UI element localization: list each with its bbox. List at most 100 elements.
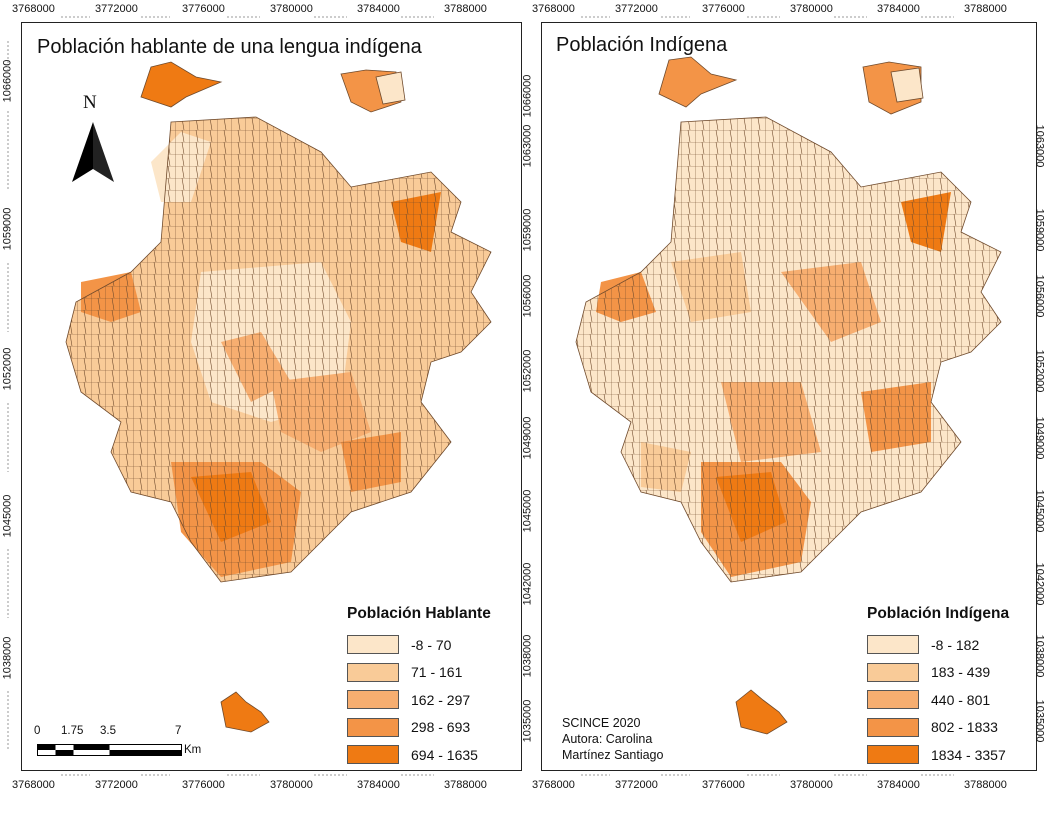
y-tick-label: 1042000: [1033, 562, 1046, 606]
scale-unit: Km: [184, 744, 202, 756]
y-tick-label: 1038000: [1033, 634, 1046, 678]
x-tick-label: 3776000: [182, 779, 225, 791]
north-arrow: N: [70, 92, 116, 187]
legend-label: -8 - 70: [411, 636, 452, 653]
legend-item: 162 - 297: [347, 686, 491, 714]
legend-title: Población Hablante: [347, 605, 491, 622]
y-tick-label: 1052000: [1, 347, 14, 391]
right-bottom-dots: [833, 773, 867, 777]
x-tick-label: 3788000: [444, 779, 487, 791]
scale-label: 7: [175, 725, 182, 737]
y-tick-label: 1035000: [521, 699, 534, 743]
legend-swatch: [347, 690, 399, 710]
y-tick-label: 1035000: [1033, 699, 1046, 743]
legend-item: 694 - 1635: [347, 741, 491, 769]
x-tick-label: 3788000: [444, 3, 487, 15]
y-tick-label: 1049000: [1033, 416, 1046, 460]
left-bottom-dots: [400, 773, 434, 777]
north-label: N: [83, 92, 97, 113]
right-map: [575, 56, 1002, 735]
x-tick-label: 3772000: [615, 779, 658, 791]
left-y-dots: [6, 40, 10, 70]
x-tick-label: 3788000: [964, 779, 1007, 791]
legend-swatch: [347, 745, 399, 765]
left-y-dots: [6, 402, 10, 472]
x-tick-label: 3784000: [357, 3, 400, 15]
north-arrow-icon: [72, 122, 114, 182]
x-tick-label: 3780000: [790, 3, 833, 15]
x-tick-label: 3768000: [532, 3, 575, 15]
credit-line: Martínez Santiago: [562, 748, 664, 762]
legend-swatch: [867, 745, 919, 765]
y-tick-label: 1045000: [521, 489, 534, 533]
legend-title: Población Indígena: [867, 605, 1010, 622]
legend-label: 440 - 801: [931, 691, 991, 708]
legend-item: 440 - 801: [867, 686, 1009, 714]
credit-line: SCINCE 2020: [562, 716, 641, 730]
right-bottom-dots: [660, 773, 690, 777]
right-bottom-dots: [920, 773, 954, 777]
left-y-dots: [6, 262, 10, 332]
y-tick-label: 1059000: [521, 208, 534, 252]
x-tick-label: 3776000: [182, 3, 225, 15]
left-map: [65, 61, 492, 733]
right-top-axis: 3768000 3772000 3776000 3780000 3784000 …: [520, 0, 1056, 20]
x-tick-label: 3772000: [95, 779, 138, 791]
scale-label: 3.5: [100, 725, 116, 737]
left-map-title: Población hablante de una lengua indígen…: [37, 36, 422, 58]
right-bottom-dots: [746, 773, 780, 777]
scale-label: 0: [34, 725, 41, 737]
scale-bar-graphic: [37, 744, 182, 756]
x-tick-label: 3768000: [12, 779, 55, 791]
left-bottom-axis: 3768000 3772000 3776000 3780000 3784000 …: [0, 779, 530, 799]
left-top-dots: [60, 15, 90, 19]
y-tick-label: 1045000: [1, 494, 14, 538]
legend-swatch: [867, 635, 919, 655]
left-bottom-dots: [313, 773, 347, 777]
y-tick-label: 1063000: [1033, 124, 1046, 168]
y-tick-label: 1056000: [1033, 274, 1046, 318]
north-outlier: [140, 61, 406, 113]
x-tick-label: 3784000: [357, 779, 400, 791]
credit-line: Autora: Carolina: [562, 732, 653, 746]
left-y-dots: [6, 110, 10, 190]
right-map-title: Población Indígena: [556, 34, 728, 56]
legend-label: 71 - 161: [411, 664, 463, 681]
legend-item: -8 - 70: [347, 631, 491, 659]
x-tick-label: 3768000: [12, 3, 55, 15]
legend-item: -8 - 182: [867, 631, 1009, 659]
legend-label: 802 - 1833: [931, 719, 998, 736]
south-outlier: [220, 691, 270, 733]
y-tick-label: 1045000: [1033, 489, 1046, 533]
x-tick-label: 3776000: [702, 779, 745, 791]
south-outlier: [735, 689, 788, 735]
right-top-dots: [833, 15, 867, 19]
y-tick-label: 1042000: [521, 562, 534, 606]
legend-swatch: [347, 662, 399, 682]
x-tick-label: 3780000: [270, 779, 313, 791]
x-tick-label: 3780000: [270, 3, 313, 15]
legend-label: 1834 - 3357: [931, 746, 1006, 763]
x-tick-label: 3784000: [877, 3, 920, 15]
right-bottom-axis: 3768000 3772000 3776000 3780000 3784000 …: [520, 779, 1056, 799]
x-tick-label: 3788000: [964, 3, 1007, 15]
legend-item: 802 - 1833: [867, 714, 1009, 742]
right-top-dots: [920, 15, 954, 19]
left-legend: Población Hablante -8 - 70 71 - 161 162 …: [347, 605, 491, 769]
legend-item: 71 - 161: [347, 659, 491, 687]
y-tick-label: 1059000: [1033, 208, 1046, 252]
left-bottom-dots: [226, 773, 260, 777]
legend-item: 298 - 693: [347, 714, 491, 742]
right-legend: Población Indígena -8 - 182 183 - 439 44…: [867, 605, 1009, 769]
legend-label: 298 - 693: [411, 719, 471, 736]
scale-bar: 0 1.75 3.5 7 Km: [34, 725, 224, 765]
left-top-dots: [313, 15, 347, 19]
y-tick-label: 1056000: [521, 274, 534, 318]
y-tick-label: 1063000: [521, 124, 534, 168]
x-tick-label: 3784000: [877, 779, 920, 791]
legend-label: 694 - 1635: [411, 746, 478, 763]
city-shape: [65, 116, 492, 583]
x-tick-label: 3776000: [702, 3, 745, 15]
right-top-dots: [580, 15, 610, 19]
y-tick-label: 1059000: [1, 207, 14, 251]
